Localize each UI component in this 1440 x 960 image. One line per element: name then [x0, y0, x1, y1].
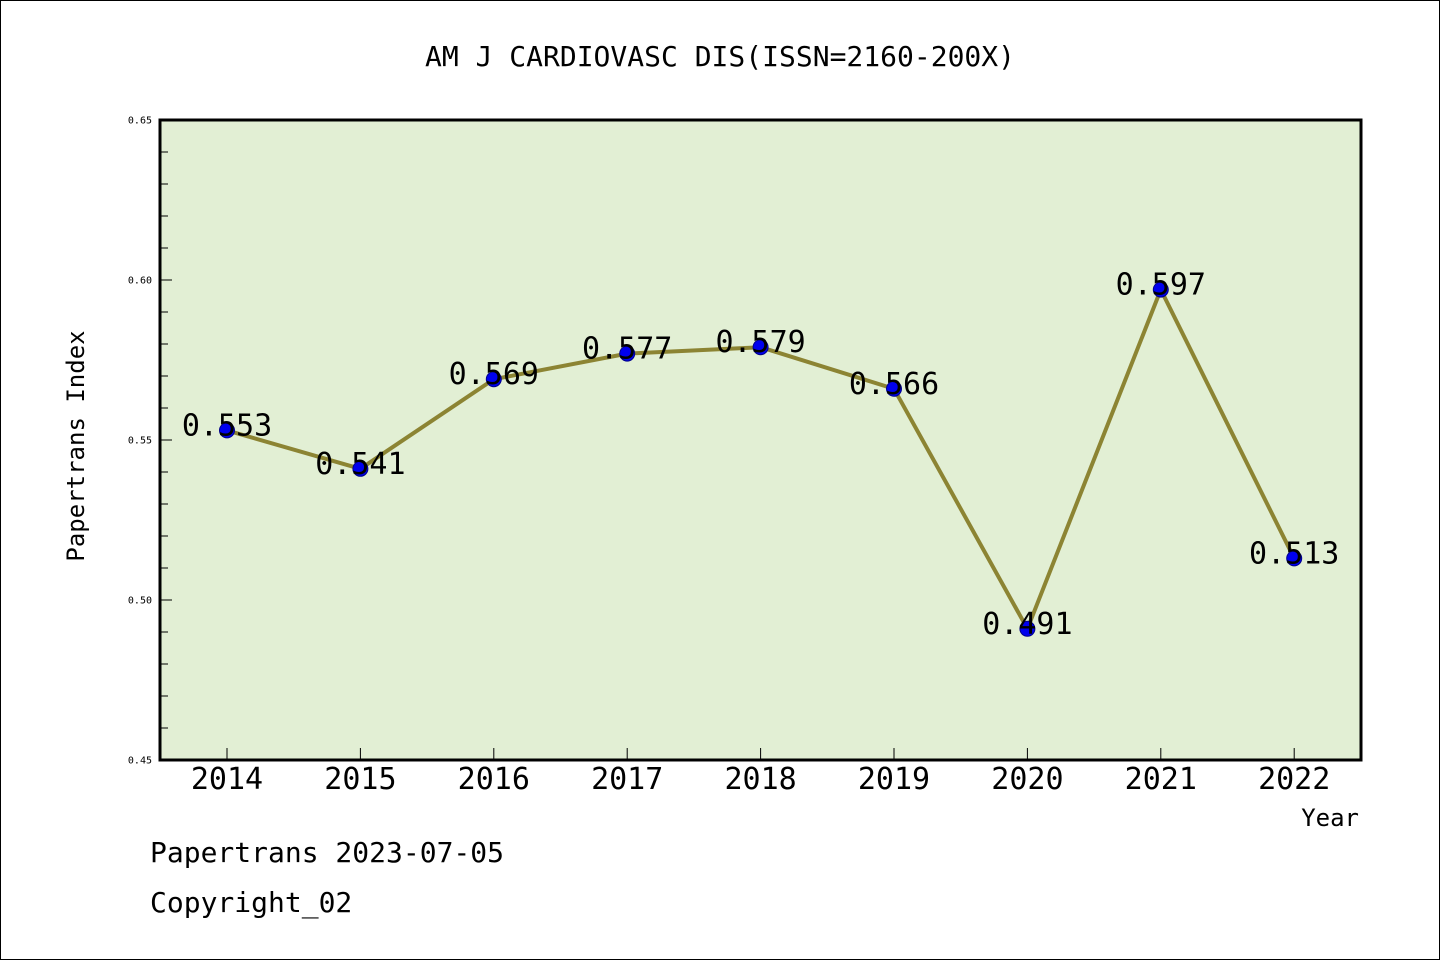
- x-tick-label: 2017: [591, 762, 663, 797]
- data-point: [352, 460, 369, 477]
- x-tick-label: 2016: [458, 762, 530, 797]
- x-axis: 2014 2015 2016 2017 2018 2019 2020 2021 2022: [191, 748, 1330, 797]
- y-axis: 0.45 0.50 0.55 0.60 0.65: [128, 116, 172, 767]
- x-tick-label: 2021: [1125, 762, 1197, 797]
- y-tick-label: 0.50: [128, 596, 152, 607]
- x-axis-label: Year: [1301, 804, 1359, 832]
- data-point: [619, 345, 636, 362]
- x-tick-label: 2018: [724, 762, 796, 797]
- data-label: 0.569: [449, 357, 539, 392]
- data-point: [219, 422, 235, 439]
- x-tick-label: 2014: [191, 762, 263, 797]
- data-point: [1019, 620, 1036, 637]
- data-point: [1152, 281, 1169, 298]
- x-tick-label: 2019: [858, 762, 930, 797]
- y-tick-label: 0.60: [128, 276, 152, 287]
- data-label: 0.579: [715, 325, 805, 360]
- y-tick-label: 0.55: [128, 436, 152, 447]
- data-label: 0.491: [982, 607, 1072, 642]
- data-label: 0.541: [315, 447, 405, 482]
- data-point: [752, 339, 769, 356]
- y-axis-label: Papertrans Index: [62, 330, 90, 561]
- data-label: 0.513: [1249, 536, 1339, 571]
- data-label: 0.577: [582, 332, 672, 367]
- data-point: [886, 380, 902, 397]
- x-tick-label: 2022: [1258, 762, 1330, 797]
- plot-area: [158, 118, 1363, 762]
- chart-title: AM J CARDIOVASC DIS(ISSN=2160-200X): [425, 40, 1015, 73]
- data-point: [485, 371, 502, 388]
- footer-copyright: Copyright_02: [150, 886, 353, 919]
- footer-date: Papertrans 2023-07-05: [150, 836, 505, 869]
- x-tick-label: 2020: [991, 762, 1063, 797]
- series-group: 0.553 0.541 0.569 0.577 0.579 0.566 0.491 0.597…: [182, 268, 1340, 642]
- y-tick-label: 0.45: [128, 756, 152, 767]
- data-point: [1286, 550, 1303, 567]
- y-tick-label: 0.65: [128, 116, 152, 127]
- data-label: 0.566: [849, 367, 939, 402]
- data-label: 0.597: [1116, 268, 1206, 303]
- data-label: 0.553: [182, 408, 272, 443]
- x-tick-label: 2015: [324, 762, 396, 797]
